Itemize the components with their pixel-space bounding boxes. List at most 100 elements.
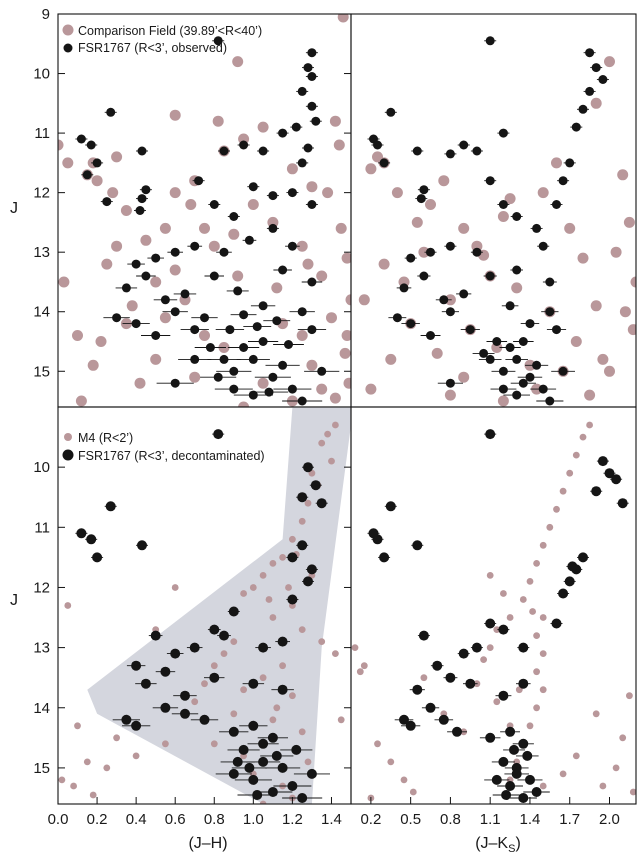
x-tick-label: 0.0 [48,811,69,828]
data-point [412,540,423,551]
data-point [252,322,262,332]
data-point [386,107,396,117]
x-tick-label: 1.0 [243,811,264,828]
data-point [105,501,116,512]
data-point [431,347,443,359]
data-point [259,674,267,682]
data-point [512,354,522,364]
data-point [591,486,602,497]
data-point [298,626,306,633]
legend-label-fsr1767-observed: FSR1767 (R<3’, observed) [78,41,227,55]
data-point [220,650,228,657]
data-point [303,63,313,73]
data-point [244,762,255,773]
data-point [545,307,555,317]
data-point [160,295,170,305]
data-point [405,720,416,731]
data-point [493,698,501,706]
data-point [209,200,219,209]
data-point [209,624,220,635]
data-point [318,439,326,447]
data-point [248,720,259,731]
data-point [287,594,298,605]
data-point [277,684,288,695]
data-point [498,756,509,767]
data-point [399,283,409,293]
y-axis-title-bottom: J [10,592,18,609]
data-point [208,240,220,252]
data-point [577,252,589,264]
data-point [491,774,502,785]
data-point [296,330,308,341]
legend-label-fsr1767-decontaminated: FSR1767 (R<3’, decontaminated) [78,449,265,463]
data-point [171,584,179,591]
y-tick-label: 11 [34,125,50,142]
data-point [472,146,482,156]
data-point [623,216,635,228]
data-point [498,624,509,635]
data-point [151,253,161,263]
data-point [572,451,580,459]
legend-label-m4: M4 (R<2’) [78,431,133,445]
data-point [268,223,278,233]
data-point [232,56,244,68]
data-point [277,762,288,773]
data-point [570,336,582,347]
data-point [284,340,293,349]
data-point [558,366,568,376]
data-point [522,750,533,761]
data-point [141,271,151,281]
data-point [228,726,239,737]
data-point [259,800,267,804]
data-point [258,337,268,346]
y-tick-label: 13 [33,244,50,261]
legend-label-comparison-field: Comparison Field (39.89’<R<40’) [78,24,262,38]
data-point [307,72,317,81]
data-point [229,384,239,394]
data-point [564,222,576,234]
y-tick-label: 13 [33,640,50,657]
data-point [265,596,273,603]
data-point [465,325,475,335]
data-point [531,787,542,797]
data-point [345,294,351,306]
data-point [191,698,199,706]
data-point [205,343,215,352]
data-point [533,668,540,676]
x-tick-label: 0.2 [360,811,381,828]
data-point [219,247,229,257]
data-point [121,283,131,293]
data-point [287,781,298,791]
data-point [612,764,620,772]
data-point [272,316,282,326]
data-point [279,554,286,561]
data-point [566,469,574,477]
data-point [497,211,509,222]
data-point [252,790,263,800]
data-point [132,752,140,760]
data-point [343,377,351,389]
data-point [58,776,66,784]
data-point [289,692,296,700]
data-point [525,319,535,329]
data-point [131,259,141,269]
data-point [617,169,629,181]
data-point [297,158,307,168]
data-point [170,378,180,388]
legend-bottom: M4 (R<2’) FSR1767 (R<3’, decontaminated) [62,431,265,463]
data-point [101,258,113,270]
series-0 [58,14,351,407]
data-point [438,175,450,187]
data-point [111,240,123,252]
data-point [337,14,349,23]
data-point [485,36,495,46]
legend-marker-m4 [64,433,72,441]
data-point [140,234,152,246]
data-point [239,310,249,320]
data-point [297,307,307,317]
data-point [271,282,283,294]
data-point [500,590,507,597]
y-tick-label: 12 [33,579,50,596]
data-point [86,140,96,150]
